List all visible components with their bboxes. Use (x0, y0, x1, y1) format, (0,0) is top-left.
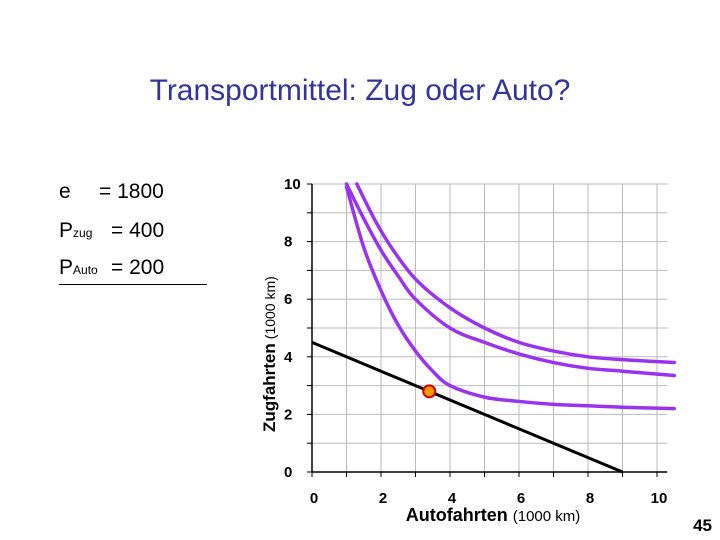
y-tick-label: 2 (284, 406, 292, 423)
indifference-curve (344, 185, 676, 411)
param-subscript: Auto (73, 263, 98, 277)
tick-labels: 0 2 4 6 8 10 0 2 4 6 8 10 (284, 176, 667, 507)
grid (312, 183, 668, 472)
indifference-curve (355, 182, 676, 365)
param-value: = 400 (111, 219, 165, 242)
param-price-train: Pzug = 400 (59, 219, 164, 243)
param-price-car: PAuto = 200 (59, 256, 164, 280)
indifference-curve (344, 182, 676, 378)
budget-line (311, 341, 624, 474)
param-income: e = 1800 (59, 180, 164, 204)
x-tick-label: 10 (651, 490, 668, 507)
parameter-box: e = 1800 Pzug = 400 PAuto = 200 (59, 176, 207, 285)
x-axis-label: Autofahrten (1000 km) (406, 505, 581, 525)
x-tick-label: 8 (586, 490, 594, 507)
param-symbol: P (59, 219, 74, 242)
y-tick-label: 4 (284, 349, 293, 366)
x-axis-label-text: Autofahrten (406, 505, 508, 525)
param-symbol: e (59, 180, 71, 203)
param-subscript: zug (73, 226, 93, 240)
x-axis-unit: (1000 km) (513, 508, 581, 525)
x-tick-label: 4 (448, 490, 457, 507)
x-tick-label: 2 (379, 490, 387, 507)
series-layer (311, 182, 676, 474)
y-tick-label: 0 (284, 464, 292, 481)
y-axis-unit: (1000 km) (262, 276, 278, 339)
optimum-point (422, 384, 437, 399)
x-tick-label: 0 (310, 490, 318, 507)
y-axis-label-text: Zugfahrten (260, 343, 279, 432)
param-value: = 1800 (99, 180, 164, 203)
param-symbol: P (59, 256, 74, 279)
page-number: 45 (693, 516, 712, 535)
x-tick-label: 6 (517, 490, 525, 507)
y-tick-label: 10 (284, 176, 301, 193)
marker-layer (422, 384, 437, 399)
y-tick-label: 8 (284, 234, 292, 251)
page-title: Transportmittel: Zug oder Auto? (149, 74, 571, 107)
y-axis-label: Zugfahrten (1000 km) (260, 276, 279, 432)
param-value: = 200 (111, 256, 165, 279)
axes (307, 183, 668, 477)
y-tick-label: 6 (284, 291, 292, 308)
